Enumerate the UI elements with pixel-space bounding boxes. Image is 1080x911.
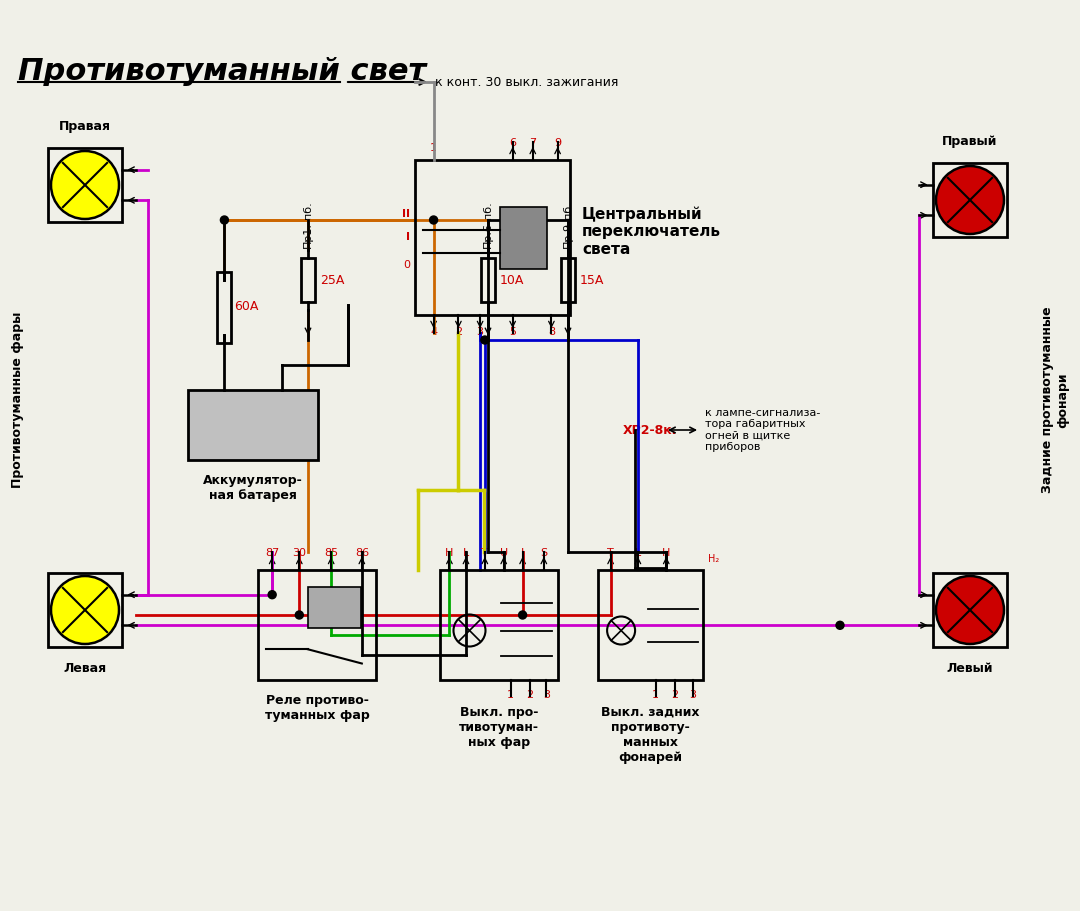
Text: 30: 30	[293, 548, 307, 558]
Text: +: +	[215, 415, 233, 435]
Text: к конт. 30 выкл. зажигания: к конт. 30 выкл. зажигания	[435, 76, 619, 88]
Bar	[217, 272, 231, 343]
Text: 9: 9	[554, 138, 562, 148]
Text: 85: 85	[324, 548, 338, 558]
Text: 3: 3	[543, 690, 550, 700]
Text: H: H	[662, 548, 671, 558]
Circle shape	[295, 611, 303, 619]
Text: 15A: 15A	[580, 273, 605, 286]
Bar	[933, 162, 1008, 238]
Text: 6: 6	[509, 138, 516, 148]
Bar	[301, 258, 315, 302]
Text: 87: 87	[265, 548, 280, 558]
Text: H: H	[445, 548, 454, 558]
Bar	[188, 390, 318, 460]
Text: I: I	[521, 548, 524, 558]
Text: 2: 2	[526, 690, 534, 700]
Bar	[933, 573, 1008, 648]
Text: Задние противотуманные
фонари: Задние противотуманные фонари	[1041, 307, 1069, 494]
Text: 1: 1	[430, 143, 437, 153]
Text: 60A: 60A	[234, 301, 259, 313]
Circle shape	[936, 576, 1004, 644]
Text: ХР2-8к.: ХР2-8к.	[623, 424, 677, 436]
Bar	[561, 258, 575, 302]
Text: U: U	[500, 548, 508, 558]
Text: I: I	[406, 232, 410, 242]
Bar	[48, 573, 122, 648]
Text: 10A: 10A	[500, 273, 525, 286]
Text: Центральный
переключатель
света: Центральный переключатель света	[582, 207, 721, 257]
Text: Пр1.-пб.: Пр1.-пб.	[303, 200, 313, 248]
Circle shape	[51, 151, 119, 219]
Text: L: L	[463, 548, 469, 558]
Circle shape	[481, 336, 489, 344]
Text: 1: 1	[652, 690, 659, 700]
Text: 12 V: 12 V	[235, 435, 270, 450]
Bar	[415, 160, 570, 315]
Text: Левый: Левый	[947, 662, 994, 675]
Text: 4: 4	[430, 327, 437, 337]
Text: 3: 3	[476, 327, 484, 337]
Text: Выкл. про-
тивотуман-
ных фар: Выкл. про- тивотуман- ных фар	[459, 706, 539, 749]
Text: Левая: Левая	[64, 662, 107, 675]
Text: 2: 2	[671, 690, 678, 700]
Circle shape	[51, 576, 119, 644]
Text: -: -	[276, 415, 286, 435]
Bar	[258, 570, 376, 680]
Text: к лампе-сигнализа-
тора габаритных
огней в щитке
приборов: к лампе-сигнализа- тора габаритных огней…	[705, 407, 821, 453]
Text: Противотуманные фары: Противотуманные фары	[12, 312, 25, 488]
Text: 1: 1	[508, 690, 514, 700]
Text: Правый: Правый	[943, 135, 998, 148]
Text: Правая: Правая	[59, 120, 111, 133]
Text: Выкл. задних
противоту-
манных
фонарей: Выкл. задних противоту- манных фонарей	[602, 706, 700, 764]
Bar	[500, 207, 546, 269]
Circle shape	[936, 166, 1004, 234]
Circle shape	[220, 216, 228, 224]
Circle shape	[430, 216, 437, 224]
Bar	[308, 587, 361, 629]
Text: L: L	[635, 548, 642, 558]
Circle shape	[268, 590, 276, 599]
Text: 25A: 25A	[320, 273, 345, 286]
Text: 3: 3	[689, 690, 696, 700]
Text: 86: 86	[354, 548, 369, 558]
Bar	[481, 258, 495, 302]
Circle shape	[836, 621, 843, 630]
Text: II: II	[402, 210, 410, 220]
Text: 0: 0	[403, 261, 410, 271]
Text: 2: 2	[455, 327, 462, 337]
Bar	[598, 570, 703, 680]
Text: T: T	[482, 548, 488, 558]
Text: Пр.9-пб.: Пр.9-пб.	[563, 200, 573, 248]
Bar	[48, 148, 122, 222]
Text: 5: 5	[509, 327, 516, 337]
Text: 7: 7	[529, 138, 537, 148]
Bar	[440, 570, 558, 680]
Text: Противотуманный свет: Противотуманный свет	[18, 57, 427, 87]
Text: Пр.6-пб.: Пр.6-пб.	[483, 200, 492, 248]
Text: Реле противо-
туманных фар: Реле противо- туманных фар	[265, 694, 369, 722]
Text: S: S	[540, 548, 548, 558]
Text: H₂: H₂	[708, 554, 719, 564]
Text: Аккумулятор-
ная батарея: Аккумулятор- ная батарея	[203, 474, 302, 502]
Text: T: T	[607, 548, 613, 558]
Text: 8: 8	[548, 327, 555, 337]
Circle shape	[518, 611, 527, 619]
